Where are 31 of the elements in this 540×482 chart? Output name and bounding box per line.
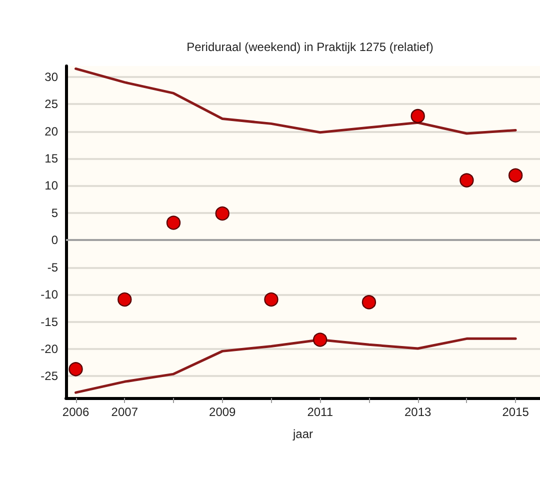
- y-tick-label: -10: [40, 288, 58, 302]
- y-tick-label: -20: [40, 342, 58, 356]
- point: [362, 295, 376, 310]
- point: [215, 206, 230, 221]
- point: [118, 292, 132, 307]
- y-tick-label: -15: [40, 314, 58, 329]
- point: [410, 108, 425, 124]
- x-tick-label: 2006: [62, 405, 90, 419]
- x-tick-label: 2013: [404, 405, 432, 419]
- point: [313, 332, 328, 347]
- line-series: [74, 67, 517, 135]
- chart-title: Periduraal (weekend) in Praktijk 1275 (relatief): [186, 40, 434, 54]
- y-tick-label: 10: [44, 178, 58, 193]
- point: [508, 168, 523, 182]
- x-tick-label: 2009: [209, 405, 236, 419]
- y-tick-label: 20: [44, 124, 58, 138]
- point: [68, 362, 83, 376]
- x-tick-label: 2007: [111, 405, 138, 419]
- y-tick-label: -25: [40, 369, 58, 384]
- y-tick-label: 30: [44, 70, 58, 84]
- point: [264, 292, 278, 307]
- point: [166, 216, 181, 230]
- y-tick-label: 0: [51, 233, 58, 248]
- y-tick-label: 5: [51, 206, 58, 220]
- x-axis-title: jaar: [292, 427, 314, 441]
- y-tick-label: 25: [44, 97, 58, 112]
- point: [460, 173, 474, 188]
- y-tick-label: -5: [47, 260, 58, 274]
- y-tick-label: 15: [44, 152, 58, 166]
- x-tick-label: 2015: [502, 405, 530, 419]
- x-tick-label: 2011: [307, 405, 334, 419]
